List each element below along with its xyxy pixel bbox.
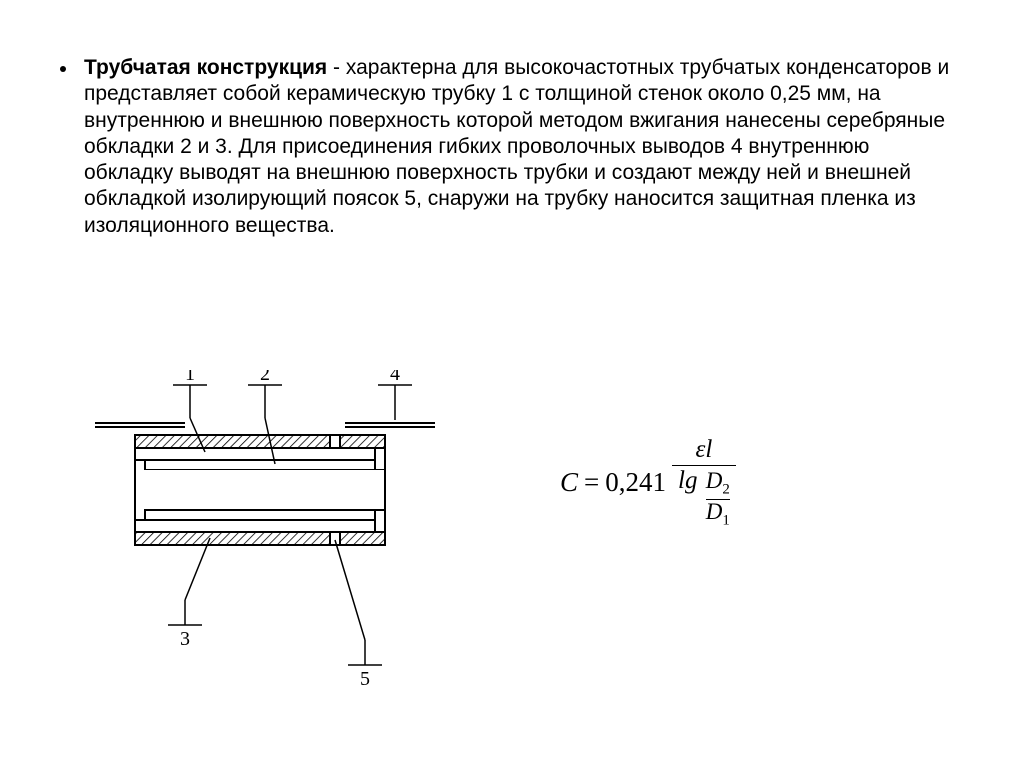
formula-d1: D1 [706, 500, 730, 529]
formula-coeff: 0,241 [605, 467, 666, 498]
formula-lhs: C [560, 467, 578, 498]
diagram-label-1: 1 [185, 370, 195, 385]
lead-bold: Трубчатая конструкция [84, 56, 327, 79]
body-text: - характерна для высокочастотных трубчат… [84, 56, 949, 237]
capacitor-diagram: 1 2 4 3 5 [95, 370, 435, 690]
capacitance-formula: C = 0,241 εl lg D2 D1 [560, 435, 736, 531]
formula-lg: lg [678, 467, 697, 494]
formula-denominator: lg D2 D1 [672, 466, 736, 531]
formula-main-fraction: εl lg D2 D1 [672, 435, 736, 531]
diagram-label-5: 5 [360, 668, 370, 690]
bullet-paragraph: Трубчатая конструкция - характерна для в… [60, 55, 964, 239]
formula-d2: D2 [706, 469, 730, 498]
formula-numerator: εl [690, 435, 719, 465]
formula-eq: = [584, 467, 599, 498]
paragraph-text: Трубчатая конструкция - характерна для в… [84, 55, 964, 239]
diagram-label-4: 4 [390, 370, 400, 385]
bullet-icon [60, 66, 66, 72]
diagram-label-3: 3 [180, 628, 190, 650]
formula-sub-fraction: D2 D1 [706, 469, 730, 529]
diagram-label-2: 2 [260, 370, 270, 385]
